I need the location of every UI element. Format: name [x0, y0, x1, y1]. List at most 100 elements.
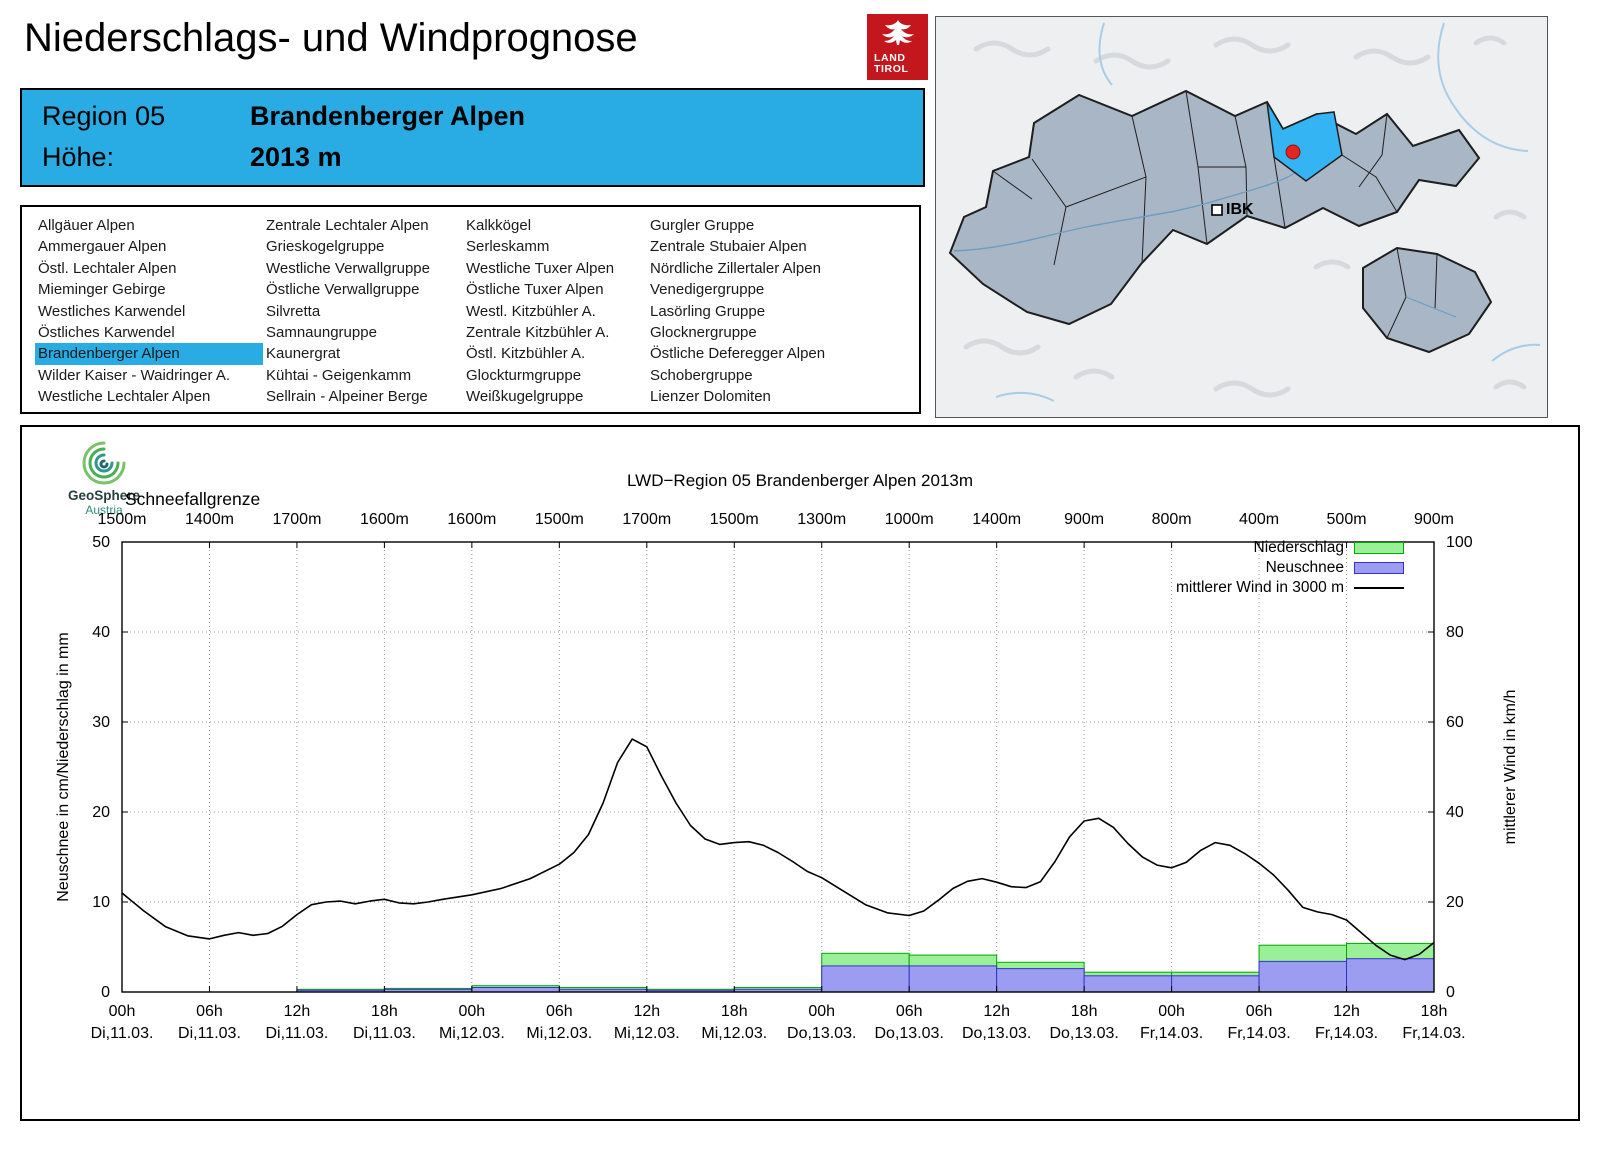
- inn-river: [953, 176, 1289, 252]
- x-tick-time: 18h: [1421, 1003, 1448, 1020]
- bar-neuschnee: [1258, 960, 1348, 993]
- map-region-selected[interactable]: [1266, 101, 1343, 182]
- x-tick-time: 06h: [896, 1003, 923, 1020]
- river-lines: [995, 22, 1541, 402]
- x-tick-date: Di,11.03.: [266, 1025, 329, 1042]
- snowline-value: 1500m: [710, 511, 759, 528]
- region-list-item[interactable]: Kühtai - Geigenkamm: [266, 366, 412, 384]
- region-list-item[interactable]: Östl. Kitzbühler A.: [466, 345, 586, 363]
- legend-row-neuschnee: Neuschnee: [1266, 559, 1404, 576]
- y-tick-right: 40: [1446, 804, 1464, 821]
- region-list-item[interactable]: Grieskogelgruppe: [266, 238, 385, 256]
- x-tick-date: Mi,12.03.: [526, 1025, 592, 1042]
- snowline-value: 1400m: [972, 511, 1021, 528]
- region-list-item[interactable]: Lasörling Gruppe: [650, 302, 766, 320]
- y-tick-right: 100: [1446, 534, 1473, 551]
- terrain-texture: [963, 35, 1527, 398]
- ibk-marker: [1211, 204, 1223, 216]
- region-list-item[interactable]: Allgäuer Alpen: [38, 217, 135, 234]
- x-tick-time: 18h: [721, 1003, 748, 1020]
- region-list-item[interactable]: Zentrale Lechtaler Alpen: [266, 217, 429, 234]
- map-region-east-tirol[interactable]: [1362, 246, 1493, 354]
- region-list-item[interactable]: Glockturmgruppe: [466, 366, 582, 384]
- x-tick-time: 06h: [196, 1003, 223, 1020]
- region-list-item[interactable]: Östl. Lechtaler Alpen: [38, 259, 177, 277]
- x-tick-date: Fr,14.03.: [1140, 1025, 1203, 1042]
- region-list-item[interactable]: Zentrale Stubaier Alpen: [650, 238, 807, 256]
- plot-frame: [121, 541, 1435, 993]
- x-tick-time: 18h: [1071, 1003, 1098, 1020]
- bar-neuschnee: [1346, 958, 1435, 993]
- x-tick-date: Do,13.03.: [1049, 1025, 1118, 1042]
- drau-river: [1405, 296, 1457, 318]
- region-list-item[interactable]: Glocknergruppe: [650, 323, 757, 341]
- region-list-item[interactable]: Ammergauer Alpen: [38, 238, 167, 256]
- x-tick-time: 12h: [1333, 1003, 1360, 1020]
- region-info-box: Region 05 Brandenberger Alpen Höhe: 2013…: [20, 88, 925, 187]
- x-tick-time: 12h: [633, 1003, 660, 1020]
- snowline-value: 1500m: [98, 511, 147, 528]
- geosphere-spiral-icon: [82, 441, 126, 485]
- region-list-item[interactable]: Östliche Tuxer Alpen: [466, 281, 604, 299]
- x-tick-date: Mi,12.03.: [439, 1025, 505, 1042]
- x-tick-date: Mi,12.03.: [701, 1025, 767, 1042]
- region-list-item[interactable]: Schobergruppe: [650, 366, 753, 384]
- snowline-value: 1000m: [885, 511, 934, 528]
- region-list-item[interactable]: Östliche Verwallgruppe: [266, 281, 420, 299]
- snowline-value: 900m: [1414, 511, 1454, 528]
- region-list-column: Gurgler Gruppe Zentrale Stubaier Alpen Nör…: [647, 215, 917, 412]
- x-tick-date: Di,11.03.: [353, 1025, 416, 1042]
- snowline-value: 1700m: [622, 511, 671, 528]
- region-list-item[interactable]: Wilder Kaiser - Waidringer A.: [38, 366, 230, 384]
- region-list-item[interactable]: Serleskamm: [466, 238, 550, 256]
- location-marker: [1285, 144, 1301, 160]
- region-list-item[interactable]: Zentrale Kitzbühler A.: [466, 323, 610, 341]
- y-tick-right: 0: [1446, 984, 1455, 1001]
- chart-title: LWD−Region 05 Brandenberger Alpen 2013m: [626, 471, 974, 490]
- region-list-item[interactable]: Östliche Deferegger Alpen: [650, 345, 826, 363]
- region-list-item[interactable]: Östliches Karwendel: [38, 323, 175, 341]
- region-list-item[interactable]: Mieminger Gebirge: [38, 281, 166, 299]
- region-list-item[interactable]: Westliche Verwallgruppe: [266, 259, 430, 277]
- legend-swatch-niederschlag: [1354, 541, 1404, 554]
- x-tick-time: 00h: [1158, 1003, 1185, 1020]
- district-borders: [992, 90, 1398, 266]
- x-tick-date: Fr,14.03.: [1402, 1025, 1465, 1042]
- land-tirol-logo-text: LAND TIROL: [874, 52, 909, 75]
- region-list-item[interactable]: Brandenberger Alpen: [35, 343, 263, 365]
- region-list-item[interactable]: Venedigergruppe: [650, 281, 765, 299]
- region-list-column: Kalkkögel Serleskamm Westliche Tuxer Alpen…: [463, 215, 647, 412]
- region-list-item[interactable]: Silvretta: [266, 302, 321, 320]
- ibk-label: IBK: [1226, 201, 1254, 218]
- legend-row-niederschlag: Niederschlag: [1254, 539, 1404, 556]
- bar-neuschnee: [1171, 975, 1260, 993]
- region-list-item[interactable]: Gurgler Gruppe: [650, 217, 755, 234]
- page-title: Niederschlags- und Windprognose: [24, 16, 638, 60]
- x-tick-date: Do,13.03.: [962, 1025, 1031, 1042]
- region-list-item[interactable]: Samnaungruppe: [266, 323, 377, 341]
- region-list-item[interactable]: Weißkugelgruppe: [466, 388, 584, 406]
- region-list-item[interactable]: Nördliche Zillertaler Alpen: [650, 259, 821, 277]
- region-list-item[interactable]: Westliche Tuxer Alpen: [466, 259, 615, 277]
- y-tick-right: 20: [1446, 894, 1464, 911]
- region-list-item[interactable]: Westl. Kitzbühler A.: [466, 302, 596, 320]
- y-tick-left: 30: [92, 714, 110, 731]
- y-tick-left: 0: [101, 984, 110, 1001]
- x-tick-time: 12h: [284, 1003, 311, 1020]
- x-tick-date: Mi,12.03.: [614, 1025, 680, 1042]
- snowline-value: 1400m: [185, 511, 234, 528]
- snowline-value: 1600m: [447, 511, 496, 528]
- region-list-item[interactable]: Kaunergrat: [266, 345, 341, 363]
- region-name: Brandenberger Alpen: [250, 101, 526, 131]
- region-list-item[interactable]: Kalkkögel: [466, 217, 532, 234]
- region-list-item[interactable]: Westliches Karwendel: [38, 302, 186, 320]
- region-list-item[interactable]: Lienzer Dolomiten: [650, 388, 771, 406]
- forecast-plot: 1500m 1400m 1700m 1600m 1600m 1500m 1700m 1500m…: [91, 511, 1473, 1042]
- x-tick-time: 00h: [459, 1003, 486, 1020]
- bar-neuschnee: [996, 968, 1085, 993]
- snowline-value: 500m: [1327, 511, 1367, 528]
- geosphere-logo: GeoSphere Austria: [52, 439, 156, 517]
- y-tick-left: 10: [92, 894, 110, 911]
- region-list-item[interactable]: Sellrain - Alpeiner Berge: [266, 388, 428, 406]
- region-list-item[interactable]: Westliche Lechtaler Alpen: [38, 388, 211, 406]
